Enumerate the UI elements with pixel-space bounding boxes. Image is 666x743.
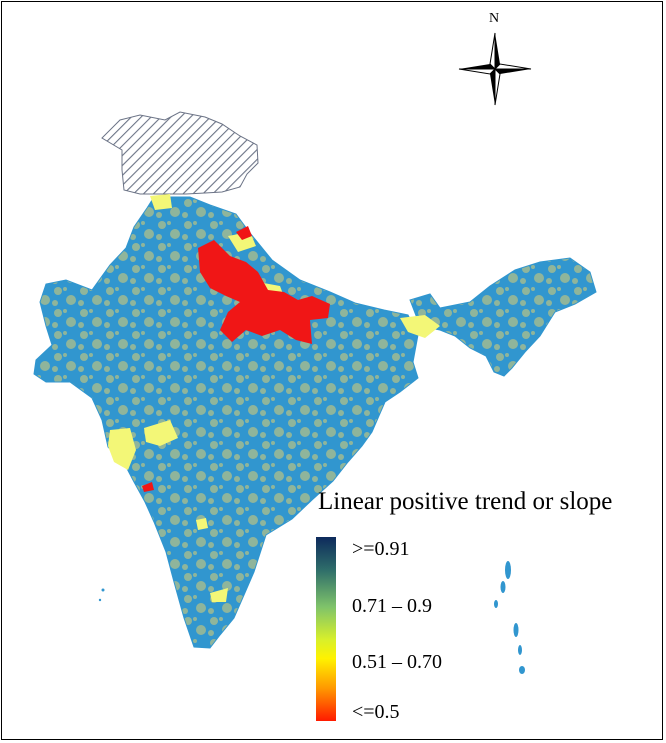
north-arrow-icon <box>458 32 532 106</box>
hatched-region <box>101 111 259 195</box>
northeast-region <box>409 257 597 377</box>
north-label: N <box>488 11 500 26</box>
legend-color-ramp <box>316 537 336 721</box>
island-group <box>98 561 525 674</box>
legend-label-low: <=0.5 <box>352 701 400 723</box>
legend-title: Linear positive trend or slope <box>318 488 613 515</box>
legend-label-mid-high: 0.71 – 0.9 <box>352 595 432 617</box>
legend-label-high: >=0.91 <box>352 538 410 560</box>
class-le-0-5-areas <box>142 226 330 492</box>
legend-label-mid-low: 0.51 – 0.70 <box>352 651 442 673</box>
